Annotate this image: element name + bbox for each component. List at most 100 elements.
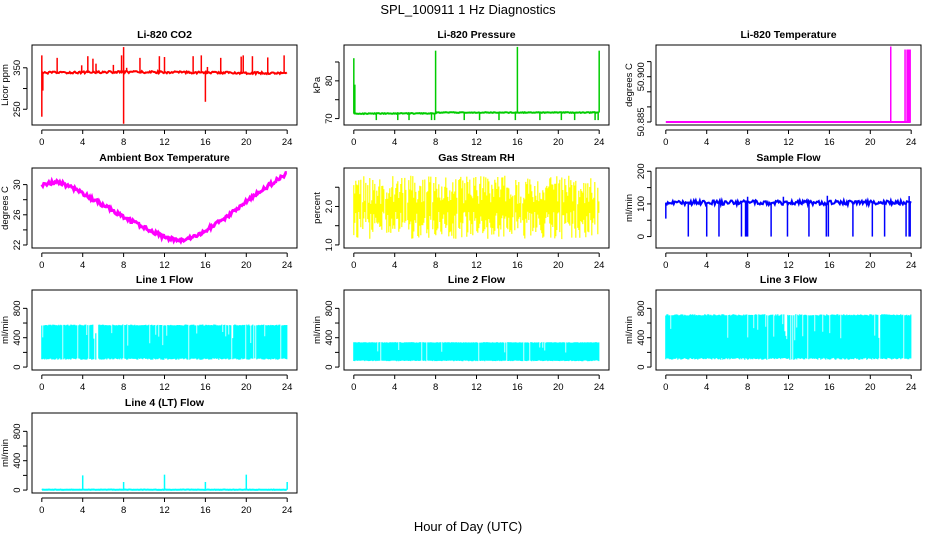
x-tick-label: 12 [159,382,170,393]
panel-title: Ambient Box Temperature [99,152,230,164]
y-axis-label: kPa [312,76,323,93]
x-tick-label: 4 [392,137,397,148]
x-tick-label: 24 [282,505,293,516]
x-tick-label: 8 [121,505,126,516]
y-tick-label: 800 [636,300,647,316]
x-tick-label: 8 [433,137,438,148]
x-tick-label: 20 [865,382,876,393]
x-tick-label: 0 [351,137,356,148]
x-tick-label: 20 [241,260,252,271]
y-axis-label: Licor ppm [0,64,11,106]
x-tick-label: 12 [471,260,482,271]
x-tick-label: 20 [553,260,564,271]
panel-title: Line 1 Flow [136,274,194,286]
y-tick-label: 70 [324,113,335,124]
y-tick-label: 0 [12,487,23,492]
y-tick-label: 0 [636,364,647,369]
y-tick-label: 80 [324,76,335,87]
x-tick-label: 12 [783,382,794,393]
panel-title: Sample Flow [756,152,821,164]
x-tick-label: 16 [200,260,211,271]
y-axis: 1.02.0 [324,187,339,251]
x-tick-label: 16 [512,382,523,393]
x-tick-label: 12 [159,137,170,148]
y-tick-label: 22 [12,240,23,251]
x-tick-label: 16 [824,382,835,393]
y-axis-label: ml/min [0,439,11,467]
series-data [42,475,287,490]
series-line [42,173,287,242]
x-tick-label: 16 [824,260,835,271]
y-axis-label: percent [312,192,323,224]
x-tick-label: 12 [783,137,794,148]
x-tick-label: 20 [241,137,252,148]
panel-title: Line 3 Flow [760,274,818,286]
y-tick-label: 2.0 [324,200,335,213]
plot-frame [32,45,297,125]
x-tick-label: 24 [282,137,293,148]
x-tick-label: 20 [241,382,252,393]
series-data [354,176,599,239]
panel-title: Gas Stream RH [438,152,514,164]
series-data [666,196,911,237]
series-band [354,342,599,361]
y-tick-label: 0 [12,364,23,369]
x-tick-label: 20 [553,382,564,393]
x-tick-label: 16 [200,505,211,516]
y-axis-label: ml/min [624,316,635,344]
series-data [354,47,599,120]
x-tick-label: 12 [471,137,482,148]
series-data [666,47,911,122]
y-tick-label: 50.900 [636,62,647,91]
x-tick-label: 16 [824,137,835,148]
panel-title: Li-820 CO2 [137,29,192,41]
x-tick-label: 24 [282,382,293,393]
x-tick-label: 24 [906,137,917,148]
panel-title: Line 4 (LT) Flow [125,397,205,409]
series-data [42,47,287,124]
y-tick-label: 200 [636,163,647,179]
y-axis-label: ml/min [624,194,635,222]
y-tick-label: 350 [12,60,23,76]
x-tick-label: 24 [906,260,917,271]
y-axis-label: degrees C [624,63,635,107]
x-tick-label: 12 [159,505,170,516]
y-tick-label: 100 [636,196,647,212]
series-data [42,325,287,360]
panel-title: Li-820 Temperature [740,29,836,41]
series-data [354,342,599,361]
x-axis-label: Hour of Day (UTC) [414,519,522,534]
x-tick-label: 0 [351,382,356,393]
series-band [42,325,287,360]
x-tick-label: 8 [121,260,126,271]
y-axis-label: ml/min [0,316,11,344]
x-tick-label: 0 [351,260,356,271]
x-tick-label: 16 [200,382,211,393]
x-tick-label: 4 [80,260,85,271]
x-tick-label: 0 [39,137,44,148]
series-data [666,314,911,360]
x-tick-label: 12 [159,260,170,271]
y-tick-label: 50.885 [636,107,647,136]
x-tick-label: 16 [512,137,523,148]
y-tick-label: 400 [12,330,23,346]
x-tick-label: 24 [594,382,605,393]
x-tick-label: 4 [80,505,85,516]
y-tick-label: 800 [324,300,335,316]
x-tick-label: 0 [39,382,44,393]
y-axis: 70 80 [324,62,339,124]
x-tick-label: 20 [865,260,876,271]
plot-frame [656,45,921,125]
series-band [354,176,599,239]
